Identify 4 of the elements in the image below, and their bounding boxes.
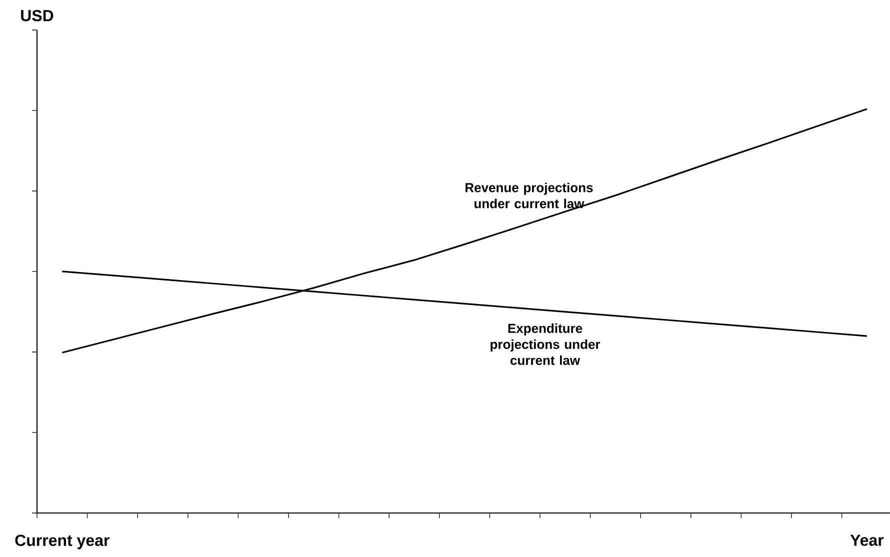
x-tick-label: Year xyxy=(850,534,884,546)
x-tick-label: Current year xyxy=(15,534,110,550)
series-label: Expenditure projections under current law xyxy=(490,323,600,365)
text: USD xyxy=(21,10,54,22)
